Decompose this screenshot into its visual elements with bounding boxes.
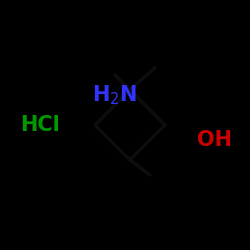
Text: HCl: HCl <box>20 115 60 135</box>
Text: H$_2$N: H$_2$N <box>92 83 138 107</box>
Text: OH: OH <box>198 130 232 150</box>
